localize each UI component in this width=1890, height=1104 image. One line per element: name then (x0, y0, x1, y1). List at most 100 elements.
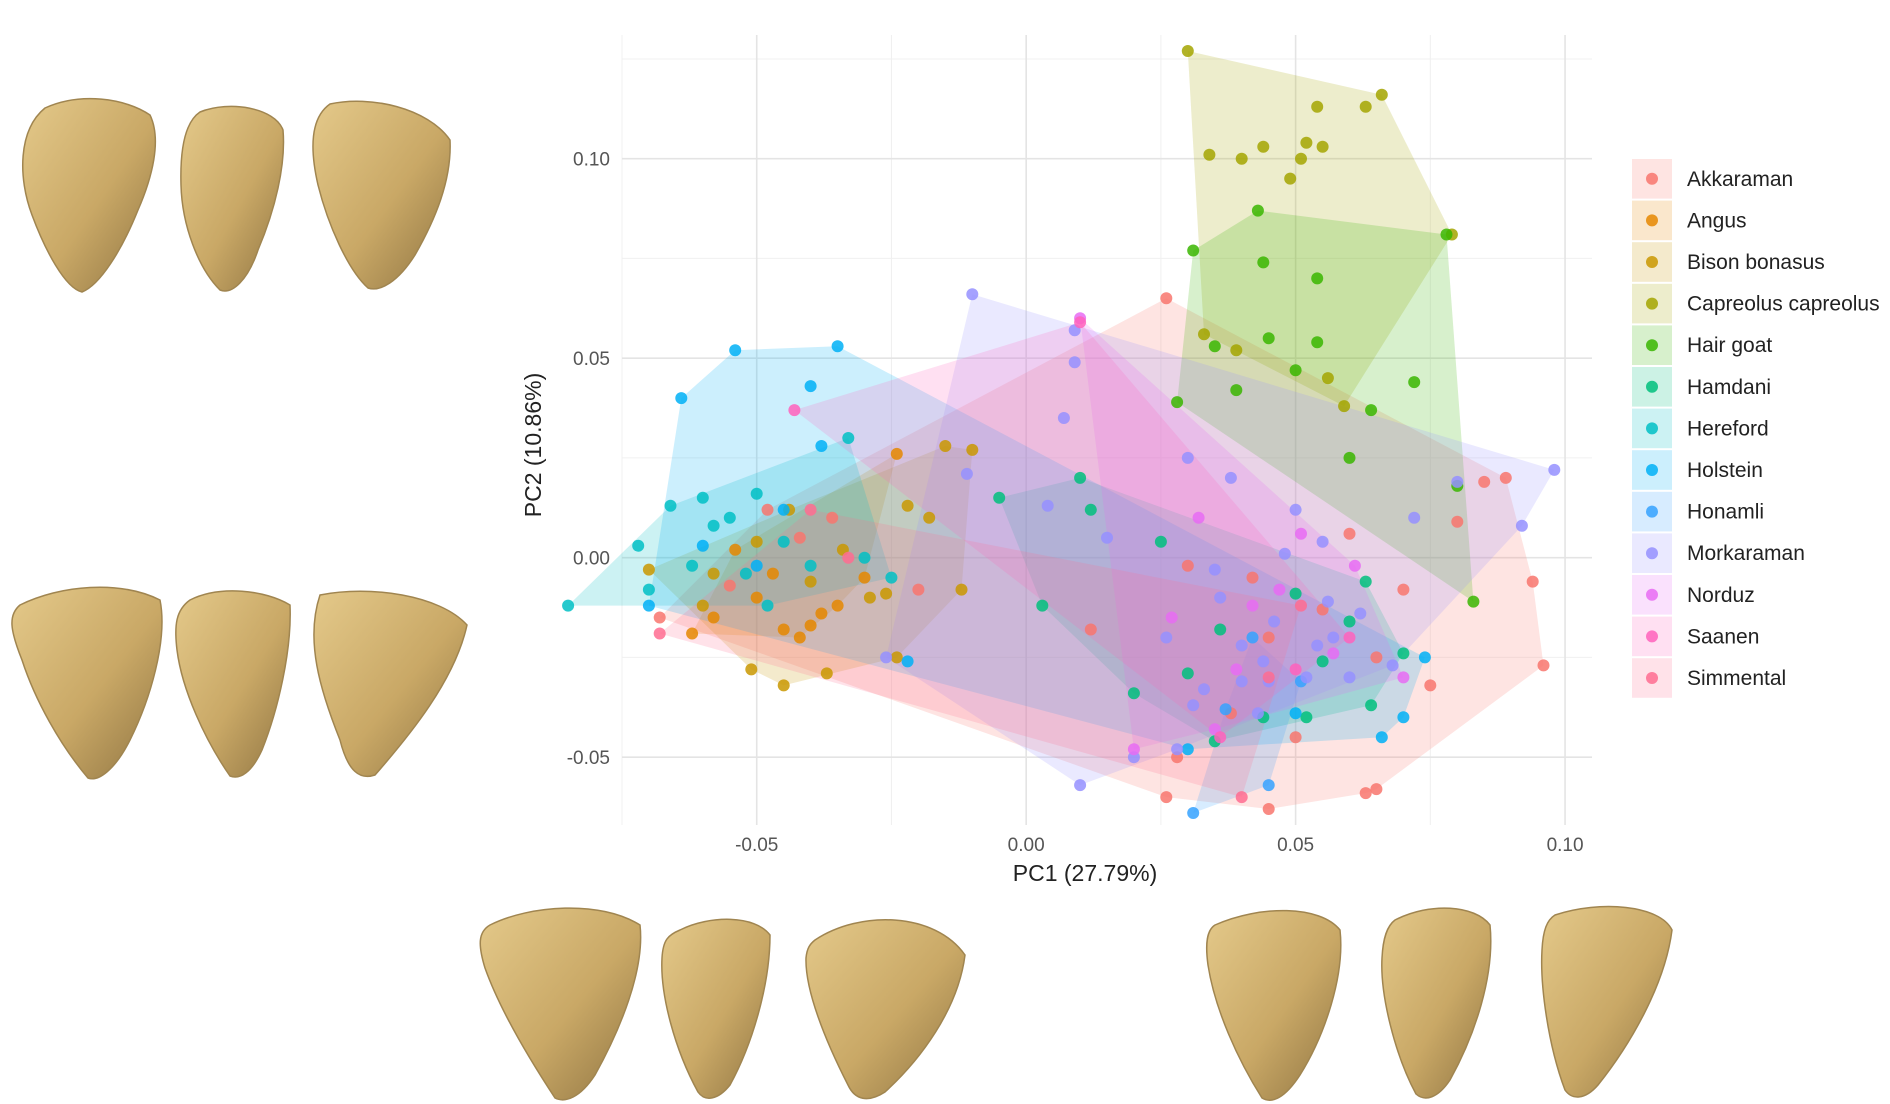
point-capreolus-capreolus (1295, 152, 1307, 165)
point-bison-bonasus (750, 535, 763, 548)
point-akkaraman (1499, 471, 1512, 484)
legend-label: Morkaraman (1687, 542, 1805, 565)
bone-shape (175, 590, 291, 778)
point-bison-bonasus (804, 575, 817, 588)
point-akkaraman (1181, 559, 1194, 572)
bone-shape (479, 907, 642, 1101)
point-hereford (562, 599, 575, 612)
point-morkaraman (1343, 671, 1356, 684)
point-capreolus-capreolus (1311, 100, 1324, 113)
point-saanen (1343, 631, 1356, 644)
legend-key-dot (1646, 422, 1658, 435)
point-holstein (729, 344, 742, 357)
point-hamdani (1359, 575, 1372, 588)
point-akkaraman (1246, 571, 1259, 584)
legend-label: Capreolus capreolus (1687, 293, 1880, 316)
group-convex-hulls (568, 51, 1555, 813)
point-holstein (815, 440, 828, 452)
bone-shape (1205, 909, 1342, 1101)
hull-angus (692, 453, 897, 638)
y-tick-label: 0.05 (573, 349, 610, 370)
point-akkaraman (1289, 731, 1302, 744)
point-bison-bonasus (880, 587, 893, 600)
point-akkaraman (1262, 631, 1275, 644)
point-bison-bonasus (696, 599, 709, 612)
point-hair-goat (1408, 376, 1421, 389)
bone-shape (313, 590, 468, 777)
bone-shape (21, 97, 157, 293)
x-axis-ticks: -0.05 0.00 0.05 0.10 (735, 835, 1583, 856)
bone-views-bottom-right (1205, 905, 1673, 1101)
point-hair-goat (1440, 228, 1453, 241)
point-capreolus-capreolus (1316, 140, 1329, 153)
hull-saanen (794, 322, 1350, 738)
point-morkaraman (1235, 675, 1248, 688)
point-angus (890, 447, 903, 460)
point-akkaraman (1537, 659, 1550, 672)
point-bison-bonasus (890, 651, 903, 664)
point-saanen (1074, 316, 1087, 329)
point-hamdani (1289, 587, 1302, 600)
point-hereford (686, 559, 699, 572)
legend-label: Norduz (1687, 584, 1755, 607)
point-hereford (707, 519, 720, 532)
x-tick-label: 0.05 (1277, 835, 1314, 856)
point-morkaraman (1224, 471, 1237, 484)
point-hamdani (1036, 599, 1049, 612)
hull-morkaraman (886, 294, 1555, 786)
point-hereford (739, 567, 752, 580)
point-saanen (1214, 731, 1227, 744)
point-morkaraman (1235, 639, 1248, 652)
point-angus (858, 571, 871, 584)
legend-label: Saanen (1687, 625, 1759, 648)
bone-views-bottom-center (479, 907, 966, 1101)
grid-lines (621, 35, 1592, 825)
point-hamdani (1181, 667, 1194, 680)
point-hamdani (1300, 711, 1313, 724)
point-holstein (804, 380, 817, 393)
point-angus (729, 543, 742, 556)
point-akkaraman (1424, 679, 1437, 692)
point-hair-goat (1257, 256, 1270, 269)
point-morkaraman (1354, 607, 1367, 620)
point-morkaraman (1316, 535, 1329, 548)
point-morkaraman (960, 467, 973, 480)
point-holstein (696, 539, 709, 552)
y-tick-label: 0.10 (573, 150, 610, 171)
data-points (562, 45, 1561, 819)
point-holstein (1397, 711, 1410, 724)
x-tick-label: 0.10 (1547, 835, 1584, 856)
point-holstein (1181, 743, 1194, 756)
point-hamdani (1343, 615, 1356, 628)
point-akkaraman (1262, 803, 1275, 815)
point-bison-bonasus (745, 663, 758, 676)
point-angus (686, 627, 699, 640)
point-holstein (1375, 731, 1388, 744)
point-capreolus-capreolus (1235, 152, 1248, 165)
point-morkaraman (1101, 531, 1113, 544)
point-morkaraman (1257, 655, 1270, 668)
point-morkaraman (1300, 671, 1313, 684)
point-hair-goat (1467, 595, 1480, 608)
point-norduz (1127, 743, 1140, 756)
point-morkaraman (1198, 683, 1210, 696)
point-morkaraman (1074, 779, 1087, 792)
point-saanen (1289, 663, 1302, 676)
point-holstein (750, 559, 763, 572)
point-morkaraman (1321, 595, 1334, 608)
point-angus (707, 611, 720, 624)
point-akkaraman (1370, 783, 1383, 796)
point-hair-goat (1171, 396, 1184, 409)
legend-key-dot (1646, 380, 1658, 393)
point-holstein (675, 392, 688, 405)
point-morkaraman (1214, 591, 1227, 604)
point-angus (793, 631, 806, 644)
point-hereford (664, 499, 677, 512)
bone-shape (180, 105, 285, 292)
x-tick-label: -0.05 (735, 835, 778, 856)
point-hereford (777, 535, 790, 548)
point-hair-goat (1311, 272, 1324, 285)
legend-label: Holstein (1687, 459, 1763, 482)
point-norduz (1273, 583, 1286, 596)
legend-label: Simmental (1687, 667, 1786, 690)
